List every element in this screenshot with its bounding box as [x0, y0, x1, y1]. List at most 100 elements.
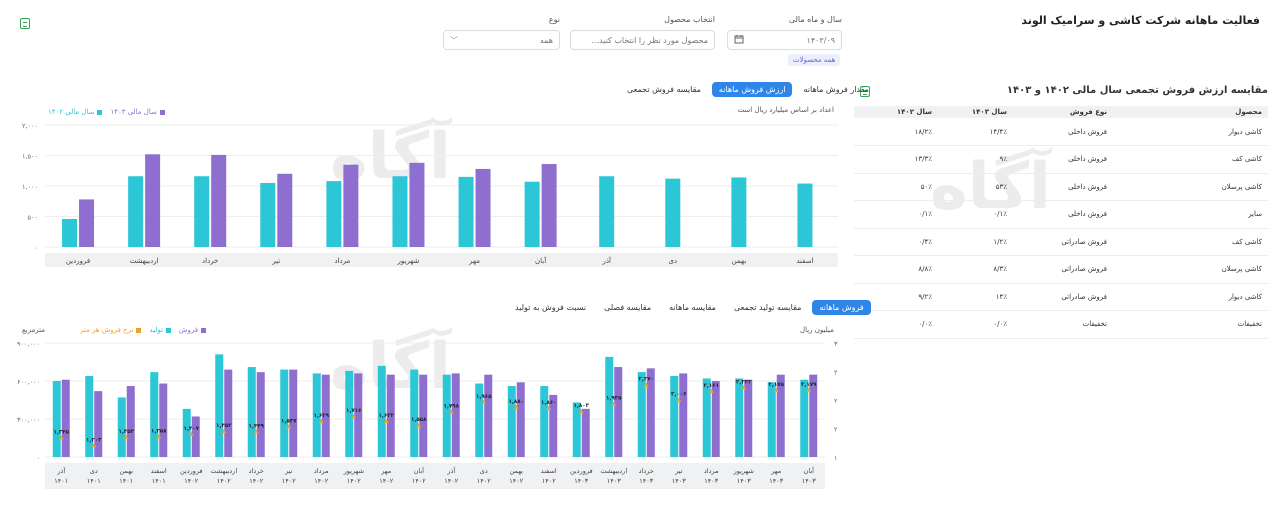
- bar-sales: [224, 369, 233, 457]
- tab-cumulative-production[interactable]: مقایسه تولید تجمعی: [733, 303, 802, 312]
- table-row: سایر فروش داخلی ۰/۱٪ ۰/۱٪: [854, 200, 1268, 229]
- x-tick-label-month: تیر: [284, 467, 293, 475]
- bar-sales: [809, 374, 818, 457]
- legend-item-1403[interactable]: سال مالی ۱۴۰۳: [110, 108, 165, 116]
- column-header: محصول: [1113, 106, 1268, 118]
- bar-production: [345, 370, 354, 457]
- bar-production: [377, 365, 386, 457]
- x-tick-label-month: شهریور: [343, 467, 364, 475]
- bar-1403: [277, 173, 293, 247]
- bar-sales: [451, 373, 460, 457]
- x-tick-label-month: مرداد: [314, 467, 329, 475]
- rate-label: ۱,۴۴۹: [248, 423, 264, 429]
- rate-marker: [286, 424, 292, 429]
- bar-1402: [665, 178, 681, 247]
- type-label: نوع: [548, 15, 560, 24]
- rate-label: ۱,۸۶۰: [541, 400, 557, 406]
- rate-marker: [58, 435, 64, 440]
- rate-marker: [611, 401, 617, 406]
- rate-marker: [318, 419, 324, 424]
- rate-marker: [383, 418, 389, 423]
- bar-sales: [776, 374, 785, 457]
- tab-monthly-value[interactable]: ارزش فروش ماهانه: [711, 82, 793, 97]
- table-cell: ۰/۱٪: [938, 200, 1013, 229]
- table-cell: فروش داخلی: [1013, 200, 1113, 229]
- type-select[interactable]: همه ﹀: [443, 30, 560, 50]
- bar-1403: [145, 154, 161, 247]
- legend-item-production[interactable]: تولید: [149, 326, 171, 334]
- bar-sales: [321, 374, 330, 457]
- rate-label: ۱,۲۰۳: [86, 437, 102, 443]
- table-cell: کاشی پرسلان: [1113, 173, 1268, 201]
- bar-1402: [260, 182, 276, 247]
- legend-item-1402[interactable]: سال مالی ۱۴۰۲: [48, 108, 103, 116]
- type-value: همه: [539, 35, 553, 45]
- rate-label: ۱,۷۹۸: [443, 404, 459, 410]
- product-label: انتخاب محصول: [664, 15, 715, 24]
- bar-1402: [392, 176, 408, 247]
- x-tick-label: اردیبهشت: [130, 257, 159, 265]
- table-row: کاشی پرسلان فروش صادراتی ۸/۳٪ ۸/۸٪: [854, 255, 1268, 284]
- chevron-down-icon[interactable]: ﹀: [450, 35, 458, 45]
- table-cell: ۸/۳٪: [938, 255, 1013, 284]
- bar-production: [150, 372, 159, 457]
- x-axis-band: [45, 253, 838, 267]
- x-tick-label-year: ۱۴۰۲: [542, 477, 556, 485]
- rate-marker: [448, 409, 454, 414]
- table-cell: ۸/۸٪: [854, 255, 938, 284]
- tab-cumulative[interactable]: مقایسه فروش تجمعی: [627, 85, 701, 94]
- y-tick-label: ۵۰۰: [28, 214, 38, 222]
- bar-production: [280, 369, 289, 457]
- table-row: کاشی کف فروش داخلی ۹٪ ۱۳/۳٪: [854, 145, 1268, 174]
- export-excel-icon[interactable]: [20, 18, 30, 29]
- x-tick-label-month: فروردین: [180, 467, 203, 475]
- bar-1402: [62, 218, 78, 247]
- legend-item-rate[interactable]: نرخ فروش هر متر: [80, 326, 142, 334]
- table-cell: کاشی کف: [1113, 145, 1268, 174]
- tab-sales-production-ratio[interactable]: نسبت فروش به تولید: [515, 303, 587, 312]
- table-cell: کاشی دیوار: [1113, 283, 1268, 311]
- calendar-icon[interactable]: [734, 34, 744, 46]
- y-tick-label: ۲,۰۰۰: [22, 122, 38, 130]
- column-header: سال ۱۴۰۲: [854, 106, 938, 118]
- table-row: کاشی دیوار فروش داخلی ۱۴/۴٪ ۱۸/۲٪: [854, 118, 1268, 146]
- x-axis-band: [45, 463, 825, 489]
- all-products-chip[interactable]: همه محصولات: [788, 54, 841, 66]
- bar-production: [800, 379, 809, 457]
- export-excel-icon[interactable]: [860, 86, 870, 97]
- table-cell: فروش داخلی: [1013, 173, 1113, 201]
- rate-marker: [221, 429, 227, 434]
- x-tick-label-month: بهمن: [119, 467, 133, 475]
- year-month-field[interactable]: ۱۴۰۳/۰۹: [727, 30, 842, 50]
- bar-sales: [386, 374, 395, 457]
- table-cell: ۰/۰٪: [854, 310, 938, 339]
- tab-monthly-sales[interactable]: فروش ماهانه: [812, 300, 871, 315]
- tab-monthly-comparison[interactable]: مقایسه ماهانه: [669, 303, 716, 312]
- bar-1403: [409, 162, 425, 247]
- legend-item-sales[interactable]: فروش: [179, 326, 207, 334]
- bar-1402: [731, 177, 747, 247]
- product-select[interactable]: محصول مورد نظر را انتخاب کنید...: [570, 30, 715, 50]
- tab-monthly-quantity[interactable]: مقدار فروش ماهانه: [803, 85, 869, 94]
- rate-label: ۱,۴۵۳: [216, 423, 232, 429]
- bar-production: [572, 402, 581, 457]
- bar-sales: [61, 379, 70, 457]
- x-tick-label-year: ۱۴۰۳: [737, 477, 751, 485]
- tab-seasonal-comparison[interactable]: مقایسه فصلی: [604, 303, 652, 312]
- table-cell: تخفیفات: [1113, 310, 1268, 339]
- x-tick-label-year: ۱۴۰۳: [574, 477, 588, 485]
- bar-sales: [516, 382, 525, 457]
- x-tick-label-year: ۱۴۰۲: [314, 477, 328, 485]
- left-axis-title: مترمربع: [22, 326, 46, 334]
- x-tick-label: مهر: [468, 257, 480, 265]
- x-tick-label-month: مهر: [770, 467, 781, 475]
- top-bar-chart: ۰ ۵۰۰ ۱,۰۰۰ ۱,۵۰۰ ۲,۰۰۰ فروردین اردیبهشت خرداد ت…: [22, 122, 838, 267]
- rate-marker: [91, 443, 97, 448]
- bar-sales: [126, 386, 135, 457]
- bar-sales: [679, 373, 688, 457]
- table-cell: فروش داخلی: [1013, 118, 1113, 146]
- x-tick-label-month: بهمن: [509, 467, 523, 475]
- bar-sales: [256, 372, 265, 457]
- bottom-chart-tabs: فروش ماهانه مقایسه تولید تجمعی مقایسه ما…: [508, 300, 871, 315]
- rate-label: ۲,۱۷۵: [768, 382, 784, 388]
